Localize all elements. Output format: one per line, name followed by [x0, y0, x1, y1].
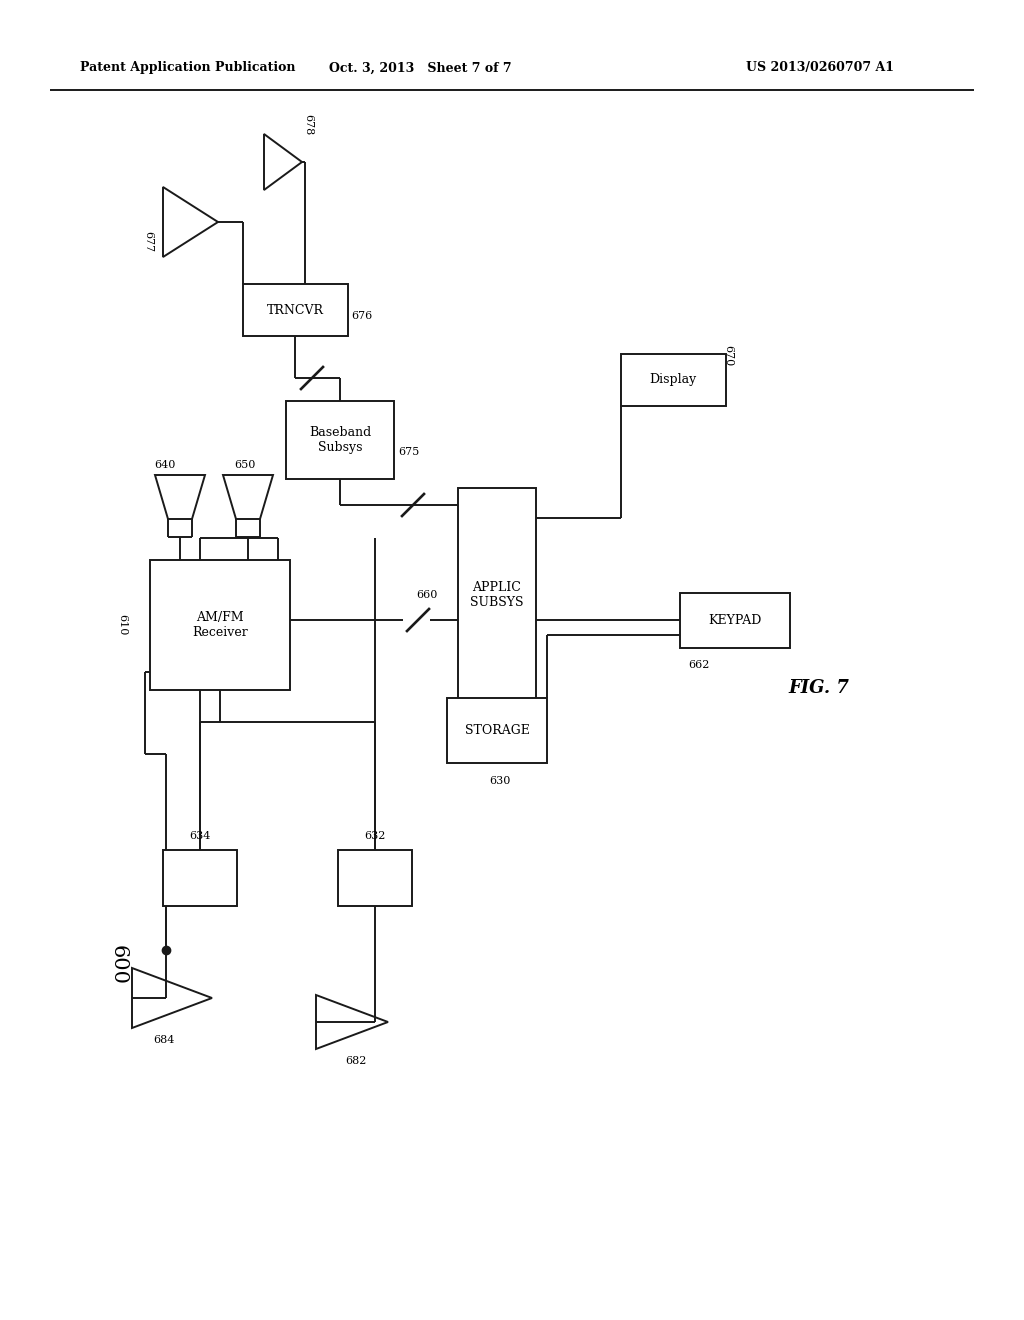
Bar	[243, 284, 347, 337]
Text: 676: 676	[351, 312, 373, 321]
Text: 678: 678	[303, 114, 313, 135]
Text: 630: 630	[489, 776, 510, 785]
Text: 662: 662	[688, 660, 710, 671]
Bar	[286, 401, 394, 479]
Text: Oct. 3, 2013   Sheet 7 of 7: Oct. 3, 2013 Sheet 7 of 7	[329, 62, 511, 74]
Text: Patent Application Publication: Patent Application Publication	[80, 62, 296, 74]
Text: STORAGE: STORAGE	[465, 723, 529, 737]
Text: 650: 650	[234, 459, 255, 470]
Bar	[447, 697, 547, 763]
Text: 677: 677	[143, 231, 153, 252]
Text: TRNCVR: TRNCVR	[266, 304, 324, 317]
Text: FIG. 7: FIG. 7	[788, 678, 849, 697]
Bar	[338, 850, 412, 906]
Text: AM/FM
Receiver: AM/FM Receiver	[193, 611, 248, 639]
Text: Display: Display	[649, 374, 696, 387]
Text: 634: 634	[189, 832, 211, 841]
Text: US 2013/0260707 A1: US 2013/0260707 A1	[746, 62, 894, 74]
Bar	[163, 850, 237, 906]
Text: 670: 670	[724, 345, 733, 366]
Bar	[621, 354, 725, 407]
Bar	[680, 593, 790, 648]
Text: 600: 600	[109, 945, 128, 985]
Text: 640: 640	[154, 459, 175, 470]
Bar	[150, 560, 290, 690]
Text: Baseband
Subsys: Baseband Subsys	[309, 426, 371, 454]
Text: APPLIC
SUBSYS: APPLIC SUBSYS	[470, 581, 523, 609]
Text: 682: 682	[345, 1056, 367, 1067]
Text: 684: 684	[154, 1035, 175, 1045]
Text: 660: 660	[416, 590, 437, 601]
Text: KEYPAD: KEYPAD	[709, 614, 762, 627]
Text: 610: 610	[117, 614, 127, 636]
Bar	[458, 487, 536, 702]
Text: 632: 632	[365, 832, 386, 841]
Text: 675: 675	[398, 447, 419, 457]
